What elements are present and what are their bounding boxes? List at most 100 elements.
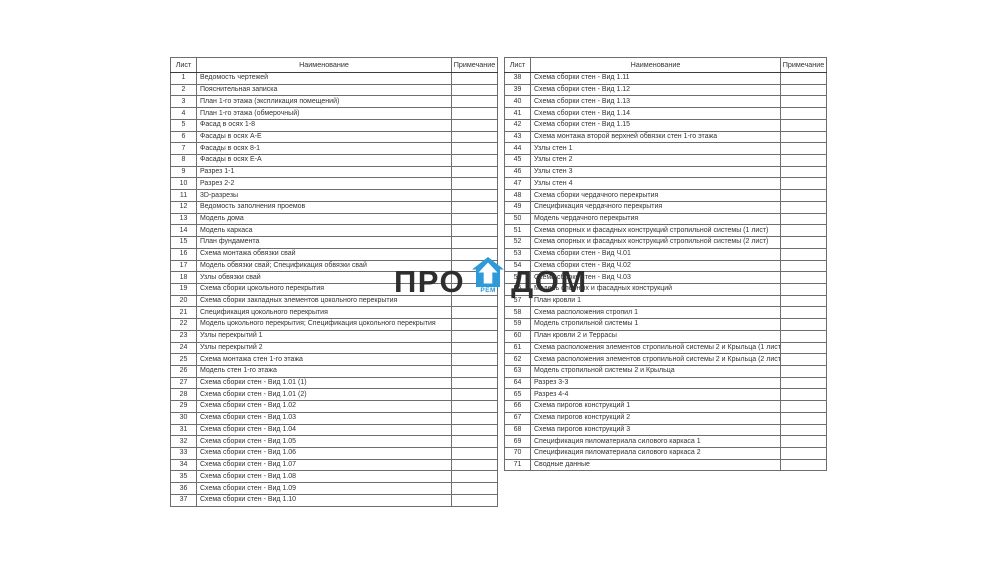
sheet-note xyxy=(451,329,498,343)
table-row: 23 Узлы перекрытий 1 xyxy=(170,329,498,343)
table-row: 38 Схема сборки стен - Вид 1.11 xyxy=(504,72,827,85)
sheet-title: План фундамента xyxy=(196,236,452,249)
sheet-title: Разрез 1-1 xyxy=(196,165,452,179)
sheet-title: Схема сборки стен - Вид 1.09 xyxy=(196,482,452,495)
table-row: 29 Схема сборки стен - Вид 1.02 xyxy=(170,400,498,413)
sheet-note xyxy=(780,423,827,437)
sheet-number: 35 xyxy=(170,470,197,484)
table-row: 70 Спецификация пиломатериала силового ка… xyxy=(504,447,827,460)
sheet-note xyxy=(451,318,498,331)
sheet-number: 38 xyxy=(504,72,531,85)
sheet-note xyxy=(451,83,498,97)
sheet-number: 17 xyxy=(170,259,197,273)
sheet-note xyxy=(451,470,498,484)
table-row: 65 Разрез 4-4 xyxy=(504,388,827,402)
sheet-number: 3 xyxy=(170,95,197,109)
sheet-note xyxy=(780,212,827,226)
sheet-title: Фасад в осях 1-8 xyxy=(196,118,452,132)
table-row: 7 Фасады в осях 8-1 xyxy=(170,142,498,156)
table-header-row: Лист Наименование Примечание xyxy=(170,57,498,73)
sheet-title: Модель цокольного перекрытия; Спецификац… xyxy=(196,318,452,331)
sheet-title: Схема сборки стен - Вид 1.10 xyxy=(196,493,452,507)
sheet-number: 61 xyxy=(504,341,531,355)
sheet-number: 37 xyxy=(170,493,197,507)
sheet-number: 41 xyxy=(504,107,531,120)
sheet-number: 22 xyxy=(170,318,197,331)
sheet-title: Схема сборки стен - Вид 1.01 (2) xyxy=(196,388,452,402)
sheet-note xyxy=(451,435,498,448)
sheet-note xyxy=(780,400,827,413)
column-header-sheet: Лист xyxy=(170,57,197,73)
table-row: 44 Узлы стен 1 xyxy=(504,142,827,156)
table-row: 30 Схема сборки стен - Вид 1.03 xyxy=(170,411,498,425)
table-row: 41 Схема сборки стен - Вид 1.14 xyxy=(504,107,827,120)
sheet-note xyxy=(451,72,498,85)
table-row: 34 Схема сборки стен - Вид 1.07 xyxy=(170,458,498,472)
watermark-subtext: РЕМ xyxy=(480,287,496,294)
sheet-number: 19 xyxy=(170,282,197,296)
column-header-note: Примечание xyxy=(451,57,498,73)
table-row: 53 Схема сборки стен - Вид Ч.01 xyxy=(504,247,827,261)
sheet-number: 20 xyxy=(170,294,197,308)
sheet-note xyxy=(451,142,498,156)
sheet-note xyxy=(451,353,498,366)
sheet-title: Ведомость заполнения проемов xyxy=(196,200,452,214)
sheet-title: Модель стен 1-го этажа xyxy=(196,364,452,378)
table-row: 3 План 1-го этажа (экспликация помещений) xyxy=(170,95,498,109)
table-row: 13 Модель дома xyxy=(170,212,498,226)
sheet-title: Схема сборки стен - Вид 1.08 xyxy=(196,470,452,484)
sheet-note xyxy=(451,118,498,132)
sheet-title: Узлы стен 1 xyxy=(530,142,781,156)
sheet-note xyxy=(451,341,498,355)
sheet-number: 4 xyxy=(170,107,197,120)
table-row: 1 Ведомость чертежей xyxy=(170,72,498,85)
sheet-note xyxy=(780,318,827,331)
sheet-note xyxy=(451,212,498,226)
sheet-index-table-right: Лист Наименование Примечание 38 Схема сбо… xyxy=(504,57,827,472)
sheet-number: 11 xyxy=(170,189,197,202)
sheet-title: Узлы перекрытий 2 xyxy=(196,341,452,355)
sheet-note xyxy=(451,236,498,249)
sheet-title: План кровли 2 и Террасы xyxy=(530,329,781,343)
sheet-number: 42 xyxy=(504,118,531,132)
column-header-sheet: Лист xyxy=(504,57,531,73)
table-row: 68 Схема пирогов конструкций 3 xyxy=(504,423,827,437)
table-row: 64 Разрез 3-3 xyxy=(504,376,827,390)
sheet-note xyxy=(451,200,498,214)
table-row: 25 Схема монтажа стен 1-го этажа xyxy=(170,353,498,366)
sheet-number: 32 xyxy=(170,435,197,448)
sheet-number: 18 xyxy=(170,271,197,284)
sheet-title: Схема сборки стен - Вид 1.02 xyxy=(196,400,452,413)
sheet-title: Модель стропильной системы 2 и Крыльца xyxy=(530,364,781,378)
sheet-note xyxy=(780,200,827,214)
sheet-note xyxy=(780,236,827,249)
house-arrow-icon-svg xyxy=(472,257,505,287)
sheet-number: 69 xyxy=(504,435,531,448)
sheet-title: Модель каркаса xyxy=(196,224,452,238)
sheet-title: Схема сборки стен - Вид 1.07 xyxy=(196,458,452,472)
table-row: 22 Модель цокольного перекрытия; Специфик… xyxy=(170,318,498,331)
watermark-text-dom: ДОМ xyxy=(511,264,588,299)
sheet-note xyxy=(451,388,498,402)
sheet-note xyxy=(780,224,827,238)
table-row: 9 Разрез 1-1 xyxy=(170,165,498,179)
sheet-note xyxy=(451,423,498,437)
table-row: 58 Схема расположения стропил 1 xyxy=(504,306,827,320)
table-row: 26 Модель стен 1-го этажа xyxy=(170,364,498,378)
sheet-note xyxy=(780,364,827,378)
table-row: 52 Схема опорных и фасадных конструкций с… xyxy=(504,236,827,249)
table-row: 50 Модель чердачного перекрытия xyxy=(504,212,827,226)
sheet-title: Схема сборки стен - Вид 1.13 xyxy=(530,95,781,109)
house-arrow-icon: РЕМ xyxy=(472,257,505,294)
watermark-logo: ПРО РЕМ ДОМ xyxy=(394,257,588,297)
sheet-title: Схема сборки стен - Вид 1.01 (1) xyxy=(196,376,452,390)
sheet-number: 60 xyxy=(504,329,531,343)
sheet-number: 34 xyxy=(170,458,197,472)
sheet-number: 45 xyxy=(504,154,531,167)
sheet-note xyxy=(780,177,827,191)
table-row: 67 Схема пирогов конструкций 2 xyxy=(504,411,827,425)
sheet-number: 59 xyxy=(504,318,531,331)
sheet-title: Схема расположения элементов стропильной… xyxy=(530,353,781,366)
sheet-number: 67 xyxy=(504,411,531,425)
sheet-note xyxy=(780,95,827,109)
